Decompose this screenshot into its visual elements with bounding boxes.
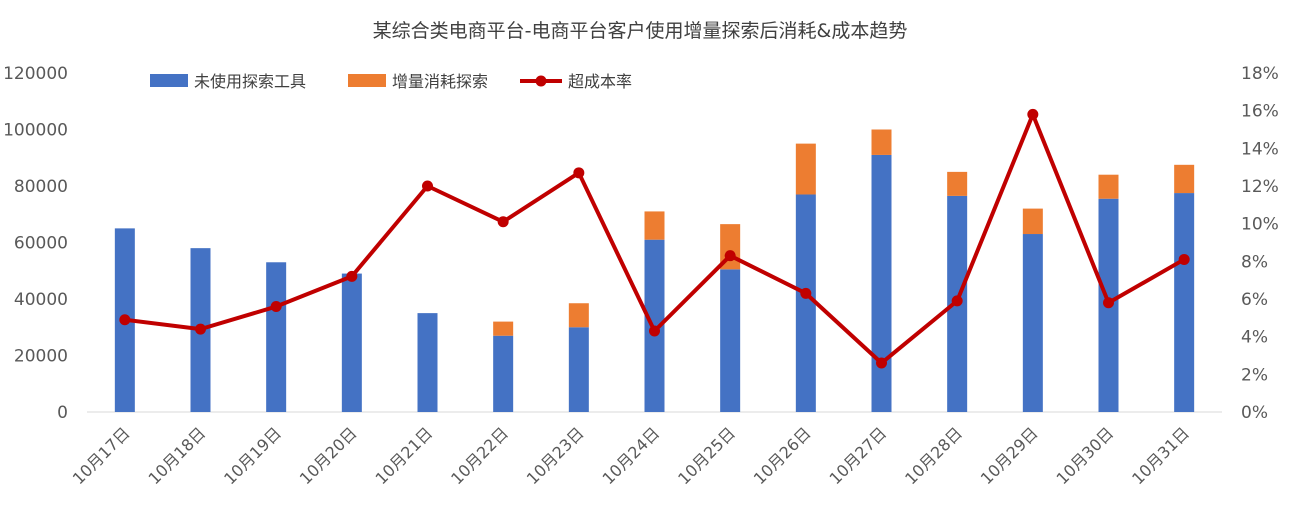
legend-label: 未使用探索工具 <box>194 72 306 91</box>
cost-rate-point <box>346 270 358 282</box>
bar-base <box>568 327 589 412</box>
bar-increment <box>1098 174 1119 199</box>
y-left-tick-label: 100000 <box>3 121 68 141</box>
y-right-tick-label: 18% <box>1241 64 1279 84</box>
legend-item: 未使用探索工具 <box>150 72 306 91</box>
legend-swatch <box>150 74 188 87</box>
cost-rate-point <box>422 180 433 192</box>
bar-increment <box>568 303 589 328</box>
x-tick-label: 10月20日 <box>296 423 361 488</box>
cost-rate-point <box>573 167 585 179</box>
bar-base <box>341 273 362 412</box>
bar-increment <box>493 321 514 336</box>
x-tick-label: 10月27日 <box>825 423 890 488</box>
cost-rate-point <box>724 250 736 262</box>
y-left-tick-label: 80000 <box>14 177 68 197</box>
cost-rate-point <box>270 301 282 313</box>
bar-increment <box>795 143 816 195</box>
y-left-tick-label: 20000 <box>14 347 68 367</box>
legend-marker <box>535 75 547 87</box>
bar-increment <box>947 171 968 196</box>
cost-rate-point <box>876 357 887 369</box>
cost-rate-point <box>951 295 963 307</box>
y-left-tick-label: 60000 <box>14 234 68 254</box>
cost-rate-point <box>1103 297 1114 309</box>
legend-swatch <box>348 74 386 87</box>
bars <box>114 129 1195 413</box>
y-left-tick-label: 120000 <box>3 64 68 84</box>
x-tick-label: 10月26日 <box>750 423 815 488</box>
bar-increment <box>1174 164 1195 194</box>
x-tick-label: 10月22日 <box>447 423 512 488</box>
bar-base <box>795 194 816 412</box>
x-tick-label: 10月23日 <box>523 423 588 488</box>
bar-increment <box>644 211 665 240</box>
bar-base <box>871 154 892 413</box>
y-right-tick-label: 10% <box>1241 215 1279 235</box>
bar-increment <box>871 129 892 155</box>
y-right-tick-label: 0% <box>1241 403 1268 423</box>
y-right-tick-label: 12% <box>1241 177 1279 197</box>
bar-base <box>720 269 741 412</box>
cost-rate-point <box>800 287 812 299</box>
legend: 未使用探索工具 增量消耗探索 超成本率 <box>150 72 632 91</box>
bar-base <box>266 262 287 412</box>
bar-base <box>1022 234 1043 412</box>
bar-base <box>1174 193 1195 412</box>
legend-item: 增量消耗探索 <box>348 72 488 91</box>
x-tick-label: 10月29日 <box>977 423 1042 488</box>
x-tick-label: 10月17日 <box>69 423 134 488</box>
y-right-tick-label: 4% <box>1241 328 1268 348</box>
cost-rate-point <box>1027 108 1039 120</box>
x-tick-label: 10月28日 <box>901 423 966 488</box>
x-tick-label: 10月30日 <box>1052 423 1117 488</box>
y-right-tick-label: 2% <box>1241 365 1268 385</box>
bar-increment <box>1022 208 1043 235</box>
y-left-tick-label: 0 <box>57 403 68 423</box>
legend-item: 超成本率 <box>520 72 632 91</box>
x-tick-label: 10月19日 <box>220 423 285 488</box>
x-tick-label: 10月25日 <box>674 423 739 488</box>
cost-rate-point <box>1178 253 1190 265</box>
bar-base <box>493 335 514 412</box>
legend-label: 超成本率 <box>568 72 632 91</box>
y-right-tick-label: 14% <box>1241 139 1279 159</box>
cost-rate-point <box>497 216 509 228</box>
x-tick-label: 10月21日 <box>371 423 436 488</box>
y-left-tick-label: 40000 <box>14 290 68 310</box>
chart-title: 某综合类电商平台-电商平台客户使用增量探索后消耗&成本趋势 <box>373 20 908 42</box>
cost-rate-point <box>649 325 660 337</box>
cost-rate-point <box>119 314 131 326</box>
x-tick-label: 10月31日 <box>1128 423 1193 488</box>
cost-rate-point <box>195 323 206 335</box>
bar-base <box>417 313 438 412</box>
x-tick-label: 10月18日 <box>144 423 209 488</box>
legend-label: 增量消耗探索 <box>392 72 488 91</box>
line-series <box>119 108 1190 369</box>
y-right-tick-label: 16% <box>1241 102 1279 122</box>
y-right-tick-label: 6% <box>1241 290 1268 310</box>
x-tick-label: 10月24日 <box>598 423 663 488</box>
y-right-tick-label: 8% <box>1241 252 1268 272</box>
